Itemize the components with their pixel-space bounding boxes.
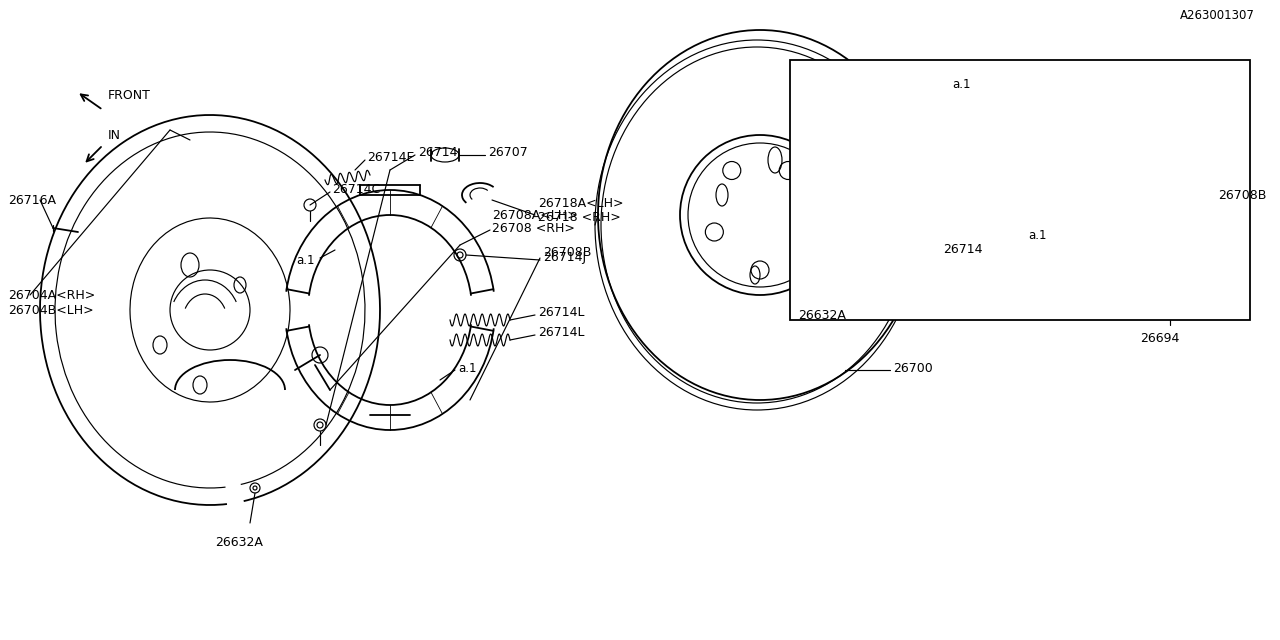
Text: 26714L: 26714L <box>538 305 585 319</box>
Text: 26714J: 26714J <box>543 250 586 264</box>
Text: 26632A: 26632A <box>215 536 262 550</box>
Text: 26708B: 26708B <box>543 246 591 259</box>
Text: 26707: 26707 <box>488 145 527 159</box>
Text: 26704A<RH>: 26704A<RH> <box>8 289 95 301</box>
Text: A263001307: A263001307 <box>1180 8 1254 22</box>
Text: 26700: 26700 <box>893 362 933 374</box>
Text: 26708 <RH>: 26708 <RH> <box>492 221 575 234</box>
Text: 26714: 26714 <box>419 145 457 159</box>
Text: 26714C: 26714C <box>332 182 380 195</box>
Text: a.1: a.1 <box>952 77 970 90</box>
Text: 26642: 26642 <box>902 175 942 189</box>
Text: 26694: 26694 <box>1140 332 1179 344</box>
Text: a.1: a.1 <box>297 253 315 266</box>
Text: a.1: a.1 <box>458 362 476 374</box>
Text: 26632A: 26632A <box>797 308 846 321</box>
Text: 26704B<LH>: 26704B<LH> <box>8 303 93 317</box>
Text: 26714E: 26714E <box>367 150 415 163</box>
Text: IN: IN <box>108 129 122 141</box>
Bar <box>790 60 1251 320</box>
Text: 26708A<LH>: 26708A<LH> <box>492 209 577 221</box>
Text: 26708B: 26708B <box>1219 189 1266 202</box>
Text: 26714L: 26714L <box>538 326 585 339</box>
Text: 26718A<LH>: 26718A<LH> <box>538 196 623 209</box>
Text: 26718 <RH>: 26718 <RH> <box>538 211 621 223</box>
Text: 26716A: 26716A <box>8 193 56 207</box>
Text: FRONT: FRONT <box>108 88 151 102</box>
Text: 26714: 26714 <box>943 243 983 255</box>
Text: a.1: a.1 <box>1028 228 1047 241</box>
